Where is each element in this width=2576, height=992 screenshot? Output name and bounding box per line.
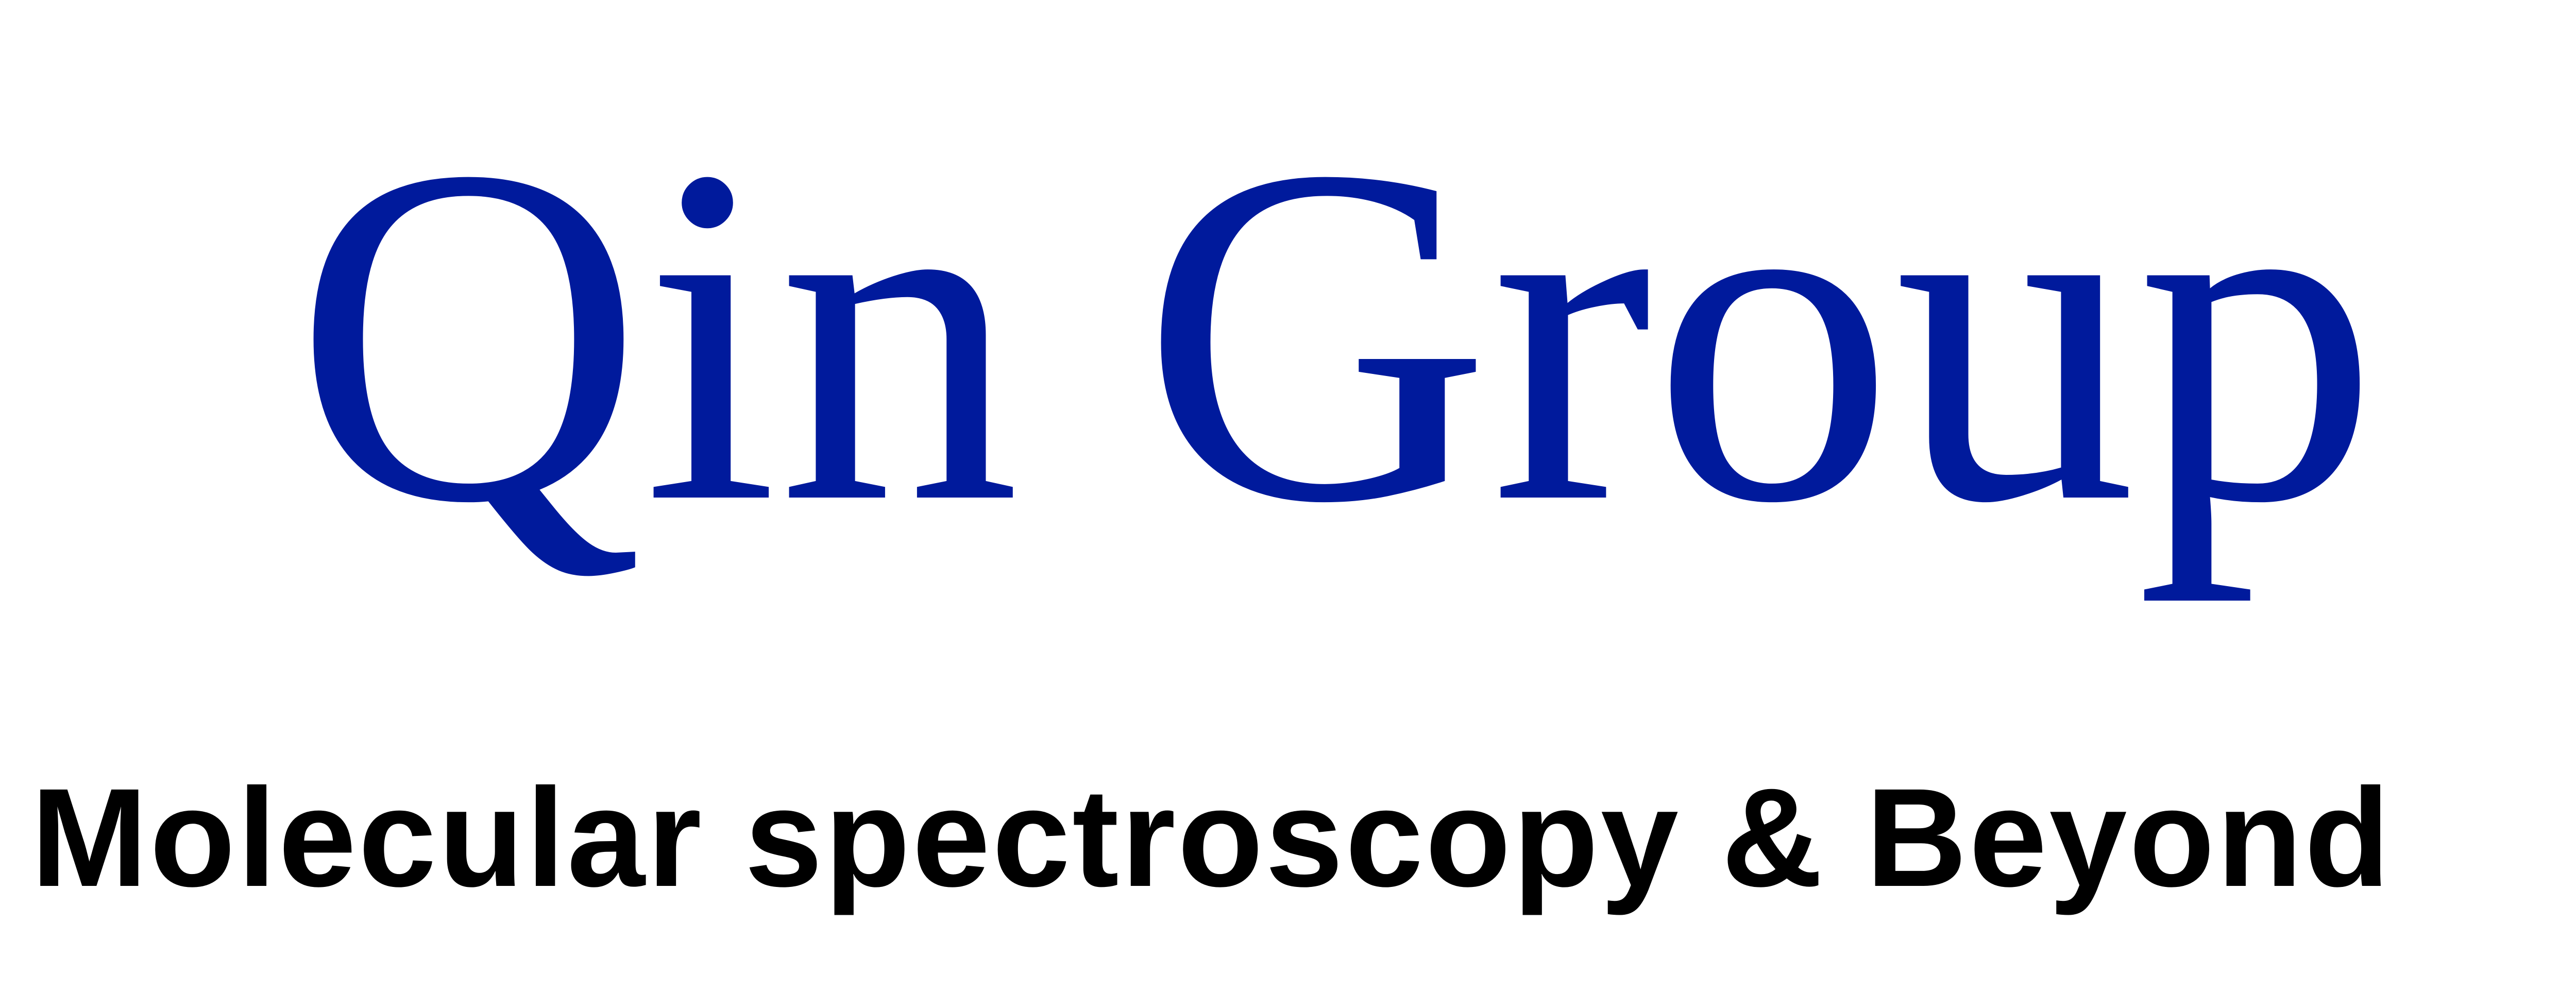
tagline: Molecular spectroscopy & Beyond — [31, 759, 2392, 916]
group-title: Qin Group — [294, 66, 2379, 603]
